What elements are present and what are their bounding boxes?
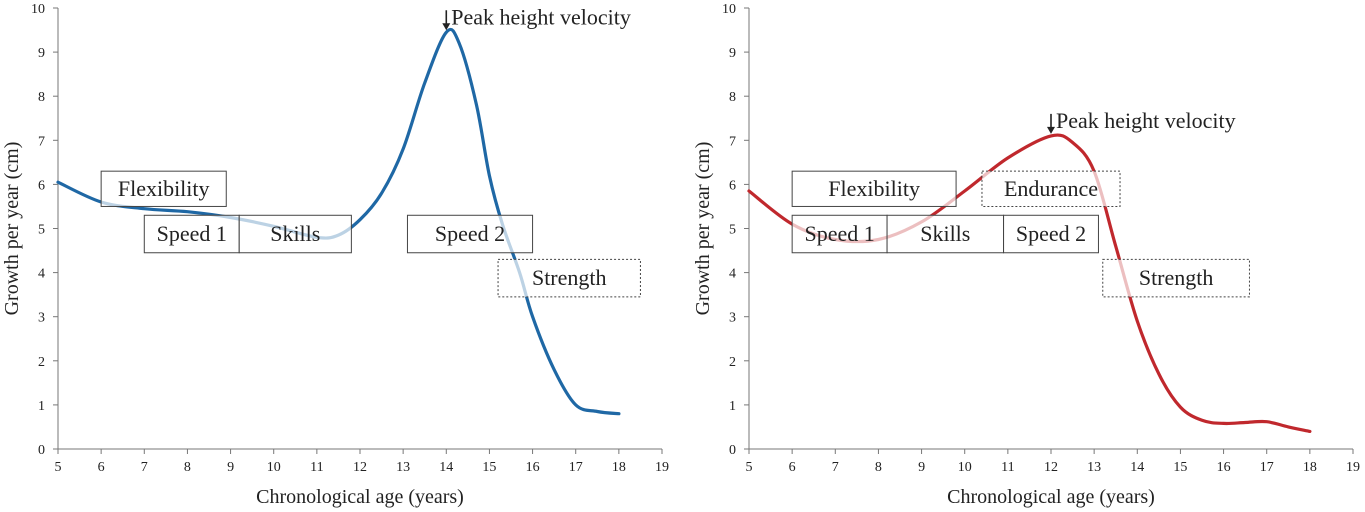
endurance-window-box (981, 170, 1121, 207)
x-tick-label: 14 (1130, 460, 1144, 475)
x-tick-label: 16 (526, 460, 540, 475)
y-tick-label: 0 (38, 443, 45, 458)
y-tick-label: 5 (729, 223, 736, 238)
y-tick-label: 9 (38, 46, 45, 61)
x-tick-label: 7 (141, 460, 148, 475)
x-tick-label: 9 (918, 460, 925, 475)
flexibility-window-box (100, 170, 227, 207)
speed-1-window-label: Speed 1 (157, 221, 227, 246)
y-tick-label: 5 (38, 223, 45, 238)
x-axis-title: Chronological age (years) (947, 486, 1155, 508)
y-tick-label: 3 (38, 311, 45, 326)
x-tick-label: 11 (1001, 460, 1014, 475)
x-tick-label: 13 (1087, 460, 1101, 475)
y-tick-label: 7 (729, 134, 736, 149)
skills-window-box (886, 214, 1005, 254)
y-tick-label: 3 (729, 311, 736, 326)
y-tick-label: 1 (38, 399, 45, 414)
flexibility-window-label: Flexibility (828, 176, 920, 201)
y-tick-label: 8 (38, 90, 45, 105)
x-tick-label: 17 (1260, 460, 1274, 475)
x-tick-label: 10 (267, 460, 281, 475)
x-tick-label: 15 (482, 460, 496, 475)
speed-2-window-box (1003, 214, 1099, 254)
x-tick-label: 19 (655, 460, 669, 475)
x-axis-title: Chronological age (years) (256, 486, 464, 508)
peak-arrow-head (1047, 126, 1055, 134)
y-tick-label: 10 (31, 2, 45, 17)
x-tick-label: 6 (789, 460, 796, 475)
y-tick-label: 4 (729, 267, 736, 282)
y-axis-title: Growth per year (cm) (1, 142, 23, 316)
y-tick-label: 9 (729, 46, 736, 61)
speed-2-window-box (406, 214, 534, 254)
speed-1-window-box (143, 214, 240, 254)
speed-1-window-label: Speed 1 (804, 221, 874, 246)
y-tick-label: 6 (729, 178, 736, 193)
x-tick-label: 8 (875, 460, 882, 475)
x-tick-label: 15 (1173, 460, 1187, 475)
peak-arrow-head (442, 23, 451, 31)
flexibility-window-box (791, 170, 957, 207)
y-tick-label: 7 (38, 134, 45, 149)
x-tick-label: 6 (98, 460, 105, 475)
x-tick-label: 11 (310, 460, 323, 475)
y-tick-label: 4 (38, 267, 45, 282)
x-tick-label: 12 (353, 460, 367, 475)
speed-2-window-label: Speed 2 (435, 221, 505, 246)
y-axis-title: Growth per year (cm) (692, 142, 714, 316)
peak-height-velocity-label: Peak height velocity (1056, 108, 1236, 133)
flexibility-window-label: Flexibility (118, 176, 210, 201)
skills-window-box (238, 214, 352, 254)
x-tick-label: 5 (55, 460, 62, 475)
y-tick-label: 1 (729, 399, 736, 414)
x-tick-label: 5 (746, 460, 753, 475)
x-tick-label: 18 (1303, 460, 1317, 475)
speed-2-window-label: Speed 2 (1016, 221, 1086, 246)
y-tick-label: 8 (729, 90, 736, 105)
y-tick-label: 10 (722, 2, 736, 17)
strength-window-box (1102, 258, 1250, 298)
x-tick-label: 9 (227, 460, 234, 475)
x-tick-label: 13 (396, 460, 410, 475)
x-tick-label: 17 (569, 460, 583, 475)
x-tick-label: 16 (1217, 460, 1231, 475)
x-tick-label: 14 (439, 460, 453, 475)
x-tick-label: 18 (612, 460, 626, 475)
skills-window-label: Skills (270, 221, 320, 246)
strength-window-label: Strength (532, 265, 607, 290)
y-tick-label: 2 (38, 355, 45, 370)
strength-window-box (497, 258, 641, 298)
speed-1-window-box (791, 214, 888, 254)
strength-window-label: Strength (1139, 265, 1214, 290)
x-tick-label: 10 (958, 460, 972, 475)
x-tick-label: 8 (184, 460, 191, 475)
x-tick-label: 12 (1044, 460, 1058, 475)
skills-window-label: Skills (920, 221, 970, 246)
x-tick-label: 19 (1346, 460, 1360, 475)
y-tick-label: 0 (729, 443, 736, 458)
peak-height-velocity-label: Peak height velocity (451, 4, 631, 29)
endurance-window-label: Endurance (1004, 176, 1098, 201)
y-tick-label: 6 (38, 178, 45, 193)
x-tick-label: 7 (832, 460, 839, 475)
y-tick-label: 2 (729, 355, 736, 370)
